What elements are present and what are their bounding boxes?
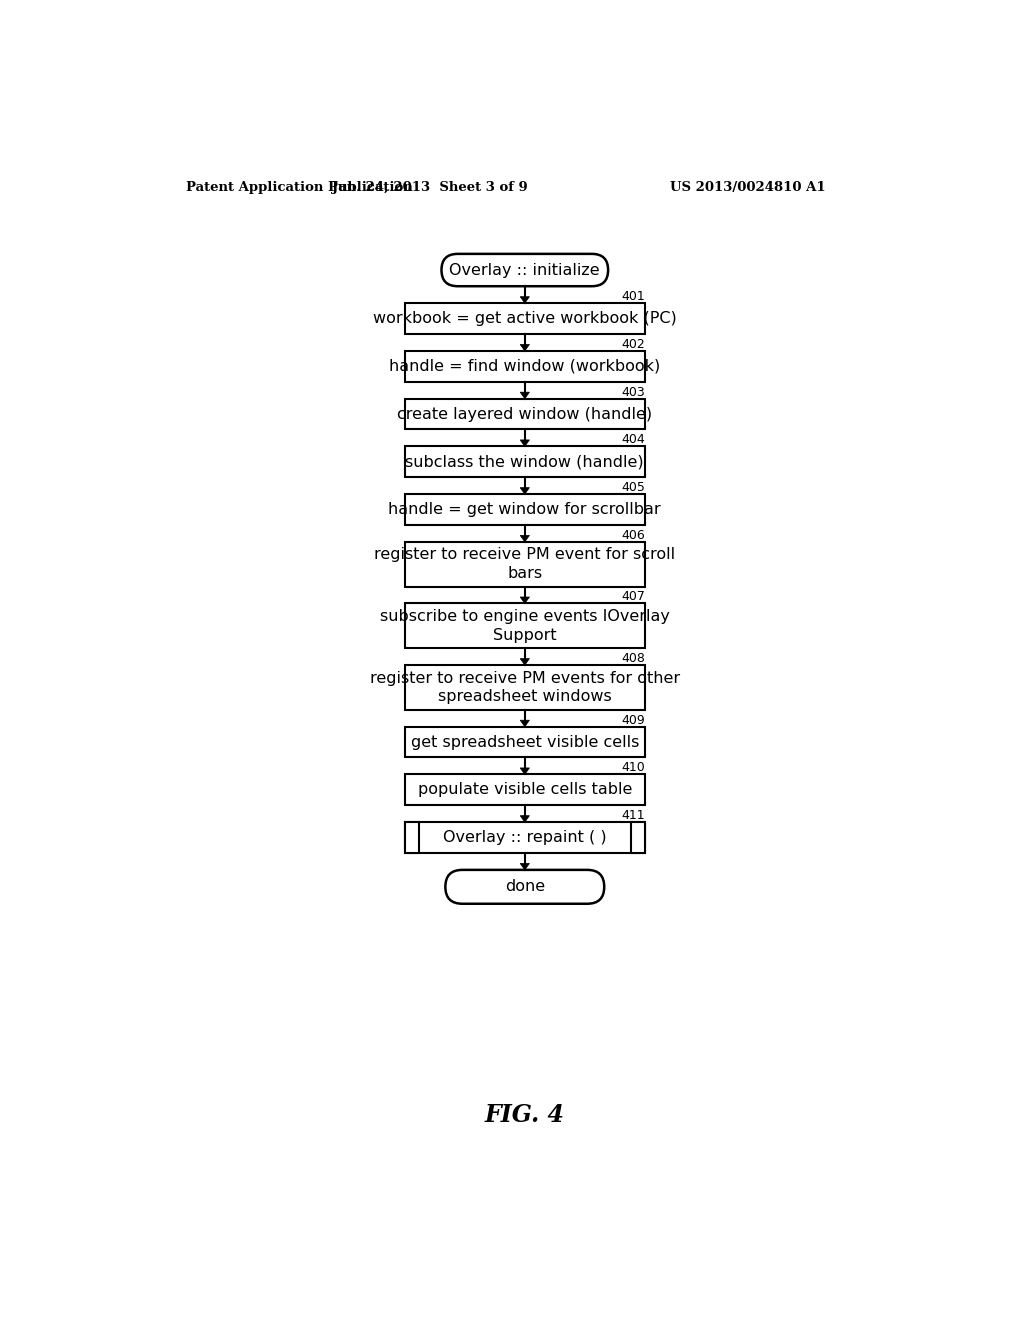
Polygon shape <box>520 721 529 726</box>
Polygon shape <box>520 345 529 351</box>
Text: register to receive PM event for scroll
bars: register to receive PM event for scroll … <box>374 548 676 581</box>
Text: Overlay :: initialize: Overlay :: initialize <box>450 263 600 277</box>
Text: 404: 404 <box>622 433 645 446</box>
Bar <box>404 399 645 429</box>
Bar <box>404 726 645 758</box>
Bar <box>404 603 645 648</box>
Text: 407: 407 <box>621 590 645 603</box>
Polygon shape <box>520 659 529 665</box>
Polygon shape <box>520 597 529 603</box>
Text: 410: 410 <box>622 762 645 775</box>
Bar <box>404 822 645 853</box>
Polygon shape <box>520 768 529 775</box>
Polygon shape <box>520 816 529 822</box>
Bar <box>404 494 645 525</box>
Text: handle = find window (workbook): handle = find window (workbook) <box>389 359 660 374</box>
Text: subclass the window (handle): subclass the window (handle) <box>406 454 644 470</box>
Text: create layered window (handle): create layered window (handle) <box>397 407 652 421</box>
Polygon shape <box>520 440 529 446</box>
Text: get spreadsheet visible cells: get spreadsheet visible cells <box>411 734 639 750</box>
FancyBboxPatch shape <box>445 870 604 904</box>
Polygon shape <box>520 297 529 304</box>
Text: 401: 401 <box>622 290 645 304</box>
Polygon shape <box>520 863 529 870</box>
Text: FIG. 4: FIG. 4 <box>484 1102 565 1127</box>
Text: 406: 406 <box>622 529 645 543</box>
Bar <box>631 822 645 853</box>
Bar <box>404 775 645 805</box>
Text: register to receive PM events for other
spreadsheet windows: register to receive PM events for other … <box>370 671 680 704</box>
Polygon shape <box>520 392 529 399</box>
Text: populate visible cells table: populate visible cells table <box>418 783 632 797</box>
Text: 411: 411 <box>622 809 645 822</box>
Bar <box>404 665 645 710</box>
Bar <box>404 351 645 381</box>
FancyBboxPatch shape <box>441 253 608 286</box>
Text: US 2013/0024810 A1: US 2013/0024810 A1 <box>671 181 826 194</box>
Text: Overlay :: repaint ( ): Overlay :: repaint ( ) <box>443 830 606 845</box>
Text: handle = get window for scrollbar: handle = get window for scrollbar <box>388 502 662 517</box>
Text: 408: 408 <box>621 652 645 665</box>
Text: 409: 409 <box>622 714 645 726</box>
Text: 405: 405 <box>621 480 645 494</box>
Bar <box>404 822 419 853</box>
Text: workbook = get active workbook (PC): workbook = get active workbook (PC) <box>373 312 677 326</box>
Text: subscribe to engine events IOverlay
Support: subscribe to engine events IOverlay Supp… <box>380 609 670 643</box>
Text: Jan. 24, 2013  Sheet 3 of 9: Jan. 24, 2013 Sheet 3 of 9 <box>333 181 528 194</box>
Bar <box>404 446 645 478</box>
Text: Patent Application Publication: Patent Application Publication <box>186 181 413 194</box>
Text: done: done <box>505 879 545 895</box>
Polygon shape <box>520 487 529 494</box>
Text: 403: 403 <box>622 385 645 399</box>
Polygon shape <box>520 536 529 543</box>
Bar <box>404 304 645 334</box>
Bar <box>404 541 645 586</box>
Text: 402: 402 <box>622 338 645 351</box>
